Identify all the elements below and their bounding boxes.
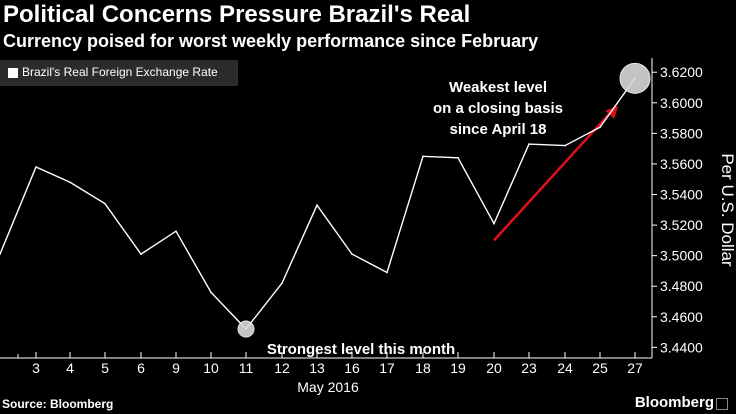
y-tick-label: 3.5800 <box>660 125 703 141</box>
x-axis-label: May 2016 <box>297 379 359 395</box>
x-tick-label: 25 <box>592 360 608 376</box>
x-tick-label: 9 <box>172 360 180 376</box>
data-point <box>0 253 1 255</box>
x-tick-label: 23 <box>521 360 537 376</box>
chart-title: Political Concerns Pressure Brazil's Rea… <box>3 1 471 28</box>
data-point <box>386 271 388 274</box>
x-tick-label: 3 <box>32 360 40 376</box>
legend: Brazil's Real Foreign Exchange Rate <box>0 60 238 86</box>
source-note: Source: Bloomberg <box>2 397 114 411</box>
y-tick-label: 3.5000 <box>660 248 703 264</box>
y-tick-label: 3.5400 <box>660 187 703 203</box>
x-tick-label: 27 <box>627 360 643 376</box>
trend-arrow-shaft <box>493 110 613 242</box>
x-tick-label: 12 <box>274 360 290 376</box>
x-tick-label: 17 <box>379 360 395 376</box>
brand-icon <box>716 398 728 410</box>
data-point <box>599 126 601 129</box>
annotation-layer: Weakest level on a closing basis since Apr… <box>237 62 651 358</box>
x-tick-label: 4 <box>66 360 74 376</box>
x-tick-label: 5 <box>101 360 109 376</box>
x-tick-label: 18 <box>415 360 431 376</box>
weakest-annotation-line: Weakest level <box>449 79 547 96</box>
trend-arrow-layer <box>493 105 618 242</box>
y-axis-label: Per U.S. Dollar <box>718 153 736 267</box>
x-tick-label: 16 <box>344 360 360 376</box>
data-point <box>175 230 177 232</box>
axes: 3.4400 3.4600 3.4800 3.5000 3.5200 3.5400 3.56… <box>0 58 736 395</box>
strongest-highlight-circle <box>237 320 255 338</box>
data-point <box>422 155 424 158</box>
weakest-highlight-circle <box>619 62 651 94</box>
weakest-annotation-line: on a closing basis <box>433 100 563 117</box>
x-tick-label: 19 <box>450 360 466 376</box>
data-point <box>564 144 566 147</box>
data-point <box>69 181 71 184</box>
x-tick-label: 24 <box>557 360 573 376</box>
y-tick-label: 3.4600 <box>660 309 703 325</box>
x-tick-label: 6 <box>137 360 145 376</box>
x-tick-label: 13 <box>309 360 325 376</box>
y-tick-label: 3.4800 <box>660 278 703 294</box>
strongest-annotation: Strongest level this month <box>267 341 455 358</box>
data-point <box>316 204 318 207</box>
x-tick-label: 10 <box>203 360 219 376</box>
data-point <box>528 143 530 145</box>
series-layer <box>0 77 636 331</box>
x-tick-label: 11 <box>239 360 254 376</box>
trend-arrow-head <box>605 105 618 119</box>
y-tick-label: 3.5200 <box>660 217 703 233</box>
data-point <box>210 291 212 294</box>
data-point <box>35 166 37 168</box>
y-tick-label: 3.6200 <box>660 64 703 80</box>
data-point <box>457 157 459 159</box>
data-point <box>140 253 142 255</box>
data-point <box>104 202 106 205</box>
legend-label: Brazil's Real Foreign Exchange Rate <box>22 65 218 79</box>
weakest-annotation-line: since April 18 <box>450 121 547 138</box>
y-tick-label: 3.6000 <box>660 95 703 111</box>
data-point <box>351 253 353 255</box>
x-tick-label: 20 <box>486 360 502 376</box>
brand-logo: Bloomberg <box>634 394 714 411</box>
data-point <box>281 282 283 284</box>
chart-subtitle: Currency poised for worst weekly perform… <box>3 31 539 51</box>
data-point <box>493 222 495 225</box>
legend-swatch <box>8 68 18 78</box>
y-tick-label: 3.5600 <box>660 156 703 172</box>
y-tick-label: 3.4400 <box>660 339 703 355</box>
